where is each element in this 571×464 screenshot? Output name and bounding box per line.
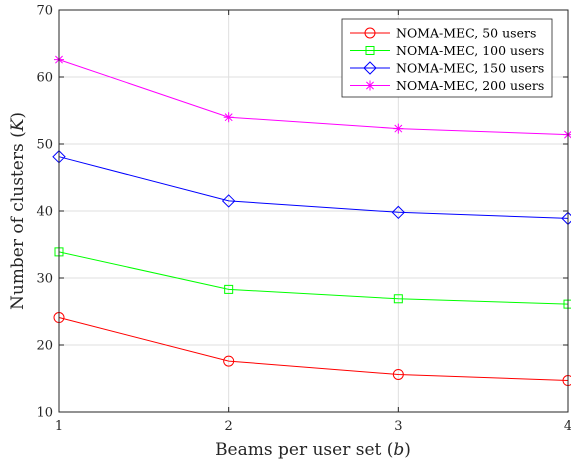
legend-entry: NOMA-MEC, 100 users bbox=[350, 43, 544, 58]
legend-label: NOMA-MEC, 100 users bbox=[396, 43, 544, 58]
data-point-square bbox=[224, 284, 234, 294]
x-tick-label: 2 bbox=[225, 419, 233, 434]
y-tick-label: 30 bbox=[36, 272, 53, 287]
y-tick-label: 60 bbox=[36, 71, 53, 86]
legend-marker-circle bbox=[364, 27, 376, 39]
series-line bbox=[58, 317, 569, 381]
legend-entry: NOMA-MEC, 50 users bbox=[350, 26, 536, 41]
legend-label: NOMA-MEC, 200 users bbox=[396, 78, 544, 93]
series-line bbox=[58, 156, 569, 219]
legend-entry: NOMA-MEC, 200 users bbox=[350, 78, 544, 93]
y-tick-label: 10 bbox=[36, 406, 53, 421]
y-tick-label: 20 bbox=[36, 339, 53, 354]
legend-box bbox=[341, 18, 553, 98]
data-point-circle bbox=[392, 368, 404, 380]
y-tick-label: 40 bbox=[36, 205, 53, 220]
data-point-asterisk bbox=[223, 112, 234, 123]
legend-entry: NOMA-MEC, 150 users bbox=[350, 61, 544, 76]
x-tick-label: 4 bbox=[564, 419, 571, 434]
y-tick-label: 70 bbox=[36, 4, 53, 19]
x-axis-label: Beams per user set (b) bbox=[215, 440, 411, 460]
legend-label: NOMA-MEC, 50 users bbox=[396, 26, 536, 41]
axis-ticks: 1 2 3 4 10 20 30 40 50 60 70 bbox=[36, 4, 571, 435]
series-line bbox=[58, 59, 569, 136]
data-point-asterisk bbox=[393, 123, 404, 134]
legend: NOMA-MEC, 50 users NOMA-MEC, 100 users NOM… bbox=[341, 18, 553, 98]
data-point-diamond bbox=[391, 205, 406, 220]
data-point-circle bbox=[223, 355, 235, 367]
data-point-diamond bbox=[221, 194, 236, 208]
x-tick-label: 3 bbox=[394, 419, 402, 434]
data-point-square bbox=[393, 294, 403, 304]
series-layer bbox=[52, 54, 571, 387]
legend-marker-diamond bbox=[363, 61, 377, 75]
series-line bbox=[58, 251, 569, 305]
legend-marker-square bbox=[365, 46, 375, 55]
x-tick-label: 1 bbox=[55, 419, 63, 434]
y-axis-label: Number of clusters (K) bbox=[8, 112, 28, 310]
y-tick-label: 50 bbox=[36, 138, 53, 153]
legend-marker-asterisk bbox=[365, 80, 375, 91]
legend-label: NOMA-MEC, 150 users bbox=[396, 61, 544, 76]
